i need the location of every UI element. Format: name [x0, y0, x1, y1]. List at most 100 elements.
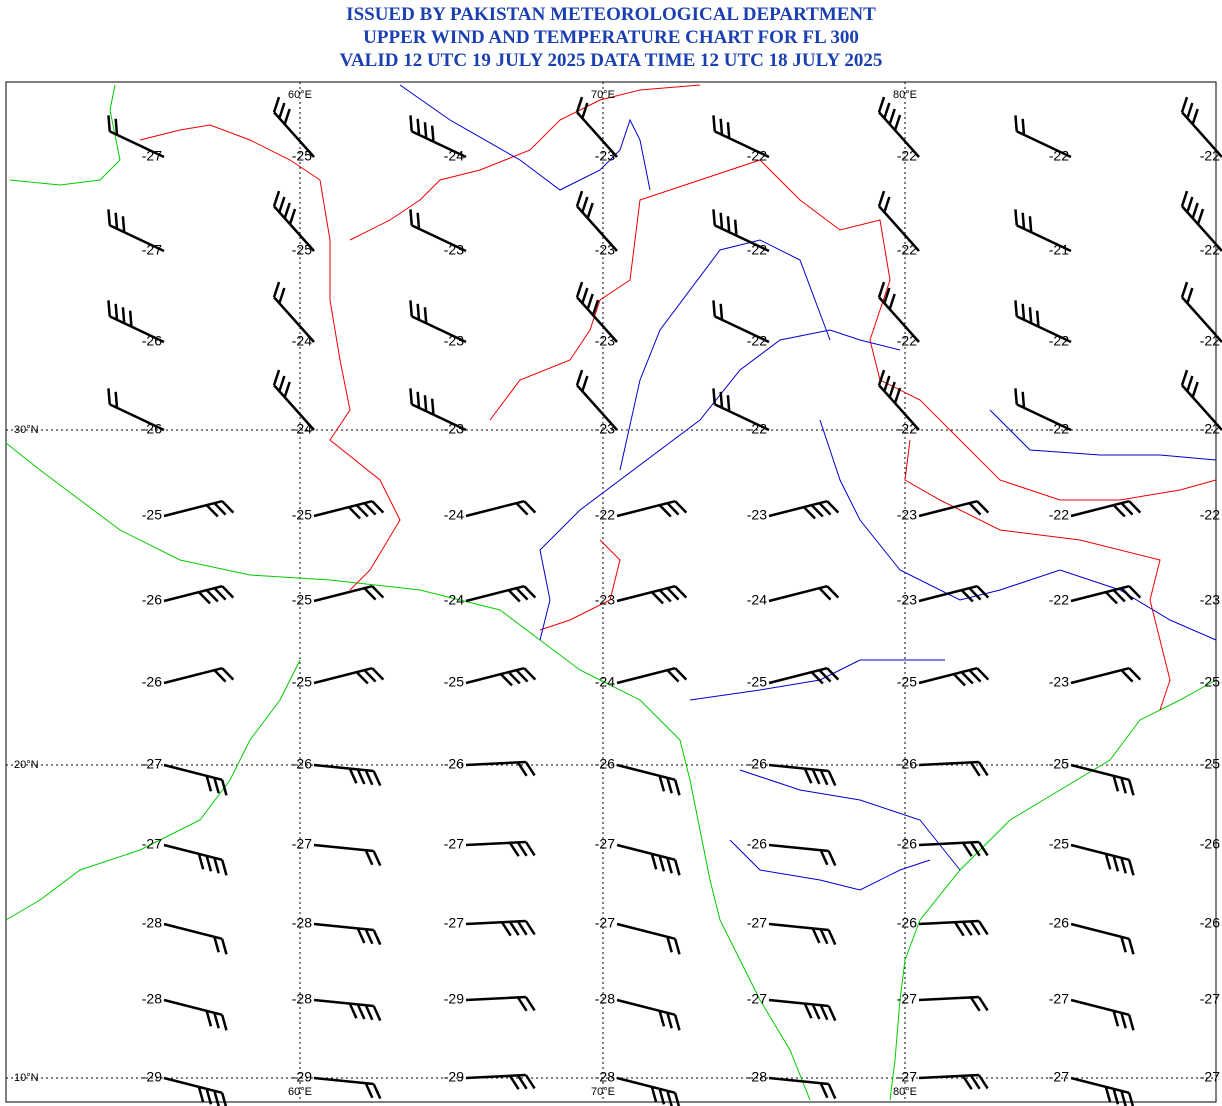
wind-barb: [272, 281, 315, 343]
longitude-label: 60°E: [288, 1086, 312, 1098]
wind-barb: [409, 209, 467, 253]
temperature-label: -22: [1200, 148, 1220, 164]
river: [819, 419, 1217, 641]
wind-barb: [616, 499, 688, 518]
wind-barb: [1070, 499, 1142, 518]
temperature-label: -23: [897, 507, 917, 523]
wind-barb: [409, 300, 467, 344]
wind-barb: [1070, 922, 1135, 955]
wind-barb: [918, 499, 990, 518]
wind-barb: [163, 843, 228, 876]
temperature-label: -28: [292, 991, 312, 1007]
temperature-label: -27: [142, 148, 162, 164]
wind-barb: [107, 300, 165, 344]
temperature-label: -29: [142, 1069, 162, 1085]
wind-barb: [616, 1076, 681, 1106]
wind-barb: [409, 115, 467, 159]
map-frame: [5, 81, 1217, 1103]
latitude-label: 20°N: [14, 759, 39, 771]
temperature-label: -29: [444, 1069, 464, 1085]
wind-barb: [712, 388, 770, 432]
temperature-label: -23: [444, 333, 464, 349]
temperature-label: -28: [142, 915, 162, 931]
title-line: VALID 12 UTC 19 JULY 2025 DATA TIME 12 U…: [339, 50, 883, 71]
temperature-label: -26: [897, 836, 917, 852]
river: [739, 769, 961, 871]
temperature-label: -26: [444, 756, 464, 772]
wind-barb: [163, 922, 228, 955]
wind-barb: [575, 190, 618, 252]
title-line: UPPER WIND AND TEMPERATURE CHART FOR FL …: [363, 27, 859, 48]
temperature-label: -26: [1200, 836, 1220, 852]
river: [539, 329, 901, 641]
temperature-label: -25: [292, 674, 312, 690]
wind-barb: [272, 369, 315, 431]
temperature-label: -26: [747, 836, 767, 852]
temperature-label: -23: [595, 242, 615, 258]
wind-barb: [768, 763, 837, 787]
wind-barb: [918, 666, 990, 687]
temperature-label: -22: [747, 242, 767, 258]
temperature-label: -28: [142, 991, 162, 1007]
wind-barb: [313, 922, 382, 946]
temperature-label: -22: [1200, 242, 1220, 258]
temperature-label: -26: [292, 756, 312, 772]
wind-barb: [409, 388, 467, 432]
temperature-label: -27: [1049, 1069, 1069, 1085]
wind-barb: [465, 584, 537, 603]
wind-barb: [1070, 1076, 1135, 1106]
temperature-label: -27: [142, 836, 162, 852]
wind-barb: [272, 190, 315, 252]
wind-barb: [163, 998, 228, 1031]
longitude-label: 70°E: [591, 1086, 615, 1098]
temperature-label: -27: [897, 1069, 917, 1085]
temperature-label: -25: [444, 674, 464, 690]
temperature-label: -24: [747, 592, 767, 608]
temperature-label: -23: [444, 242, 464, 258]
temperature-label: -26: [1200, 915, 1220, 931]
wind-barb: [1070, 584, 1142, 605]
temperature-label: -25: [1200, 756, 1220, 772]
temperature-label: -24: [444, 592, 464, 608]
wind-barb: [107, 388, 165, 432]
wind-barb: [313, 1076, 382, 1100]
wind-barb: [465, 760, 536, 777]
temperature-label: -23: [747, 507, 767, 523]
temperature-label: -27: [1200, 991, 1220, 1007]
temperature-label: -22: [897, 242, 917, 258]
temperature-label: -27: [595, 915, 615, 931]
temperature-label: -27: [1200, 1069, 1220, 1085]
wind-barb: [918, 760, 989, 777]
coastline: [889, 679, 1217, 1101]
temperature-label: -22: [1049, 507, 1069, 523]
temperature-label: -27: [292, 836, 312, 852]
wind-barb: [877, 281, 920, 343]
longitude-label: 80°E: [893, 1086, 917, 1098]
temperature-label: -24: [444, 148, 464, 164]
temperature-label: -27: [595, 836, 615, 852]
wind-barb: [616, 666, 688, 685]
temperature-label: -23: [1200, 592, 1220, 608]
wind-barb: [768, 922, 837, 946]
temperature-label: -25: [142, 507, 162, 523]
wind-barb: [465, 666, 537, 687]
border: [539, 539, 621, 631]
wind-barb: [768, 499, 840, 520]
temperature-label: -26: [142, 592, 162, 608]
wind-barb: [163, 763, 228, 796]
temperature-label: -26: [1049, 915, 1069, 931]
wind-barb: [313, 499, 385, 520]
longitude-label: 80°E: [893, 89, 917, 101]
coastline: [9, 84, 121, 186]
temperature-label: -24: [292, 333, 312, 349]
temperature-label: -23: [595, 148, 615, 164]
temperature-label: -25: [897, 674, 917, 690]
wind-barb: [465, 499, 537, 518]
temperature-label: -21: [1049, 242, 1069, 258]
wind-barb: [575, 96, 618, 158]
temperature-label: -22: [747, 333, 767, 349]
wind-barb: [313, 998, 382, 1022]
wind-barb: [1014, 300, 1072, 344]
river: [619, 239, 831, 471]
temperature-label: -24: [444, 507, 464, 523]
